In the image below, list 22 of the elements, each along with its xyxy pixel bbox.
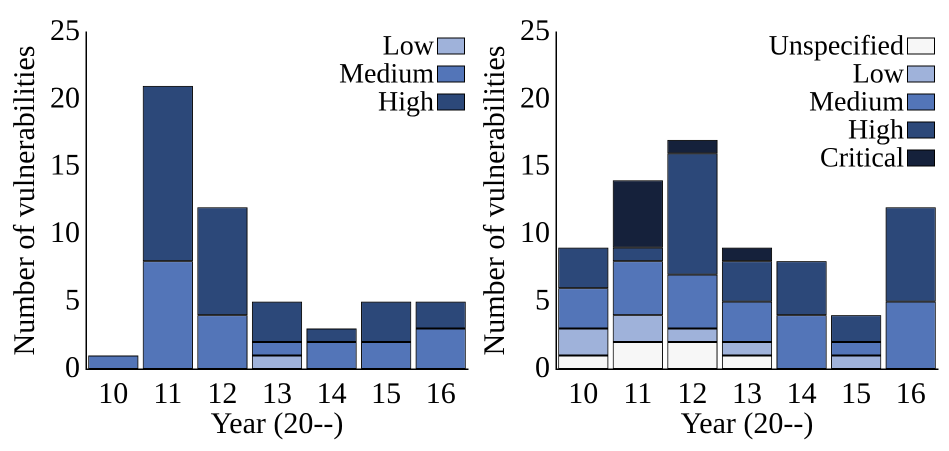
y-tick-label: 10: [520, 216, 550, 250]
x-tick-label: 11: [623, 376, 652, 410]
y-tick-label: 10: [50, 216, 80, 250]
y-tick-label: 15: [50, 148, 80, 182]
y-tick-label: 15: [520, 148, 550, 182]
y-tick-label: 25: [520, 14, 550, 47]
y-axis-title: Number of vulnerabilities: [8, 46, 41, 356]
x-tick-label: 15: [371, 376, 402, 410]
y-tick-label: 5: [65, 283, 80, 316]
y-tick-label: 25: [50, 14, 80, 47]
x-tick-label: 11: [153, 376, 182, 410]
y-tick-label: 20: [520, 81, 550, 114]
x-tick-label: 10: [98, 376, 128, 410]
y-tick-label: 20: [50, 81, 80, 114]
y-tick-label: 0: [65, 350, 80, 384]
y-axis-title: Number of vulnerabilities: [478, 46, 511, 356]
x-tick-label: 15: [841, 376, 872, 410]
y-tick-label: 0: [535, 350, 550, 384]
x-tick-label: 16: [426, 376, 456, 410]
x-tick-label: 16: [896, 376, 926, 410]
x-tick-label: 10: [568, 376, 598, 410]
y-tick-label: 5: [535, 283, 550, 316]
